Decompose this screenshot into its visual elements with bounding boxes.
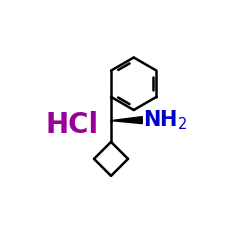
Text: NH$_2$: NH$_2$ [143, 108, 188, 132]
Text: HCl: HCl [45, 111, 98, 139]
Polygon shape [111, 116, 142, 123]
